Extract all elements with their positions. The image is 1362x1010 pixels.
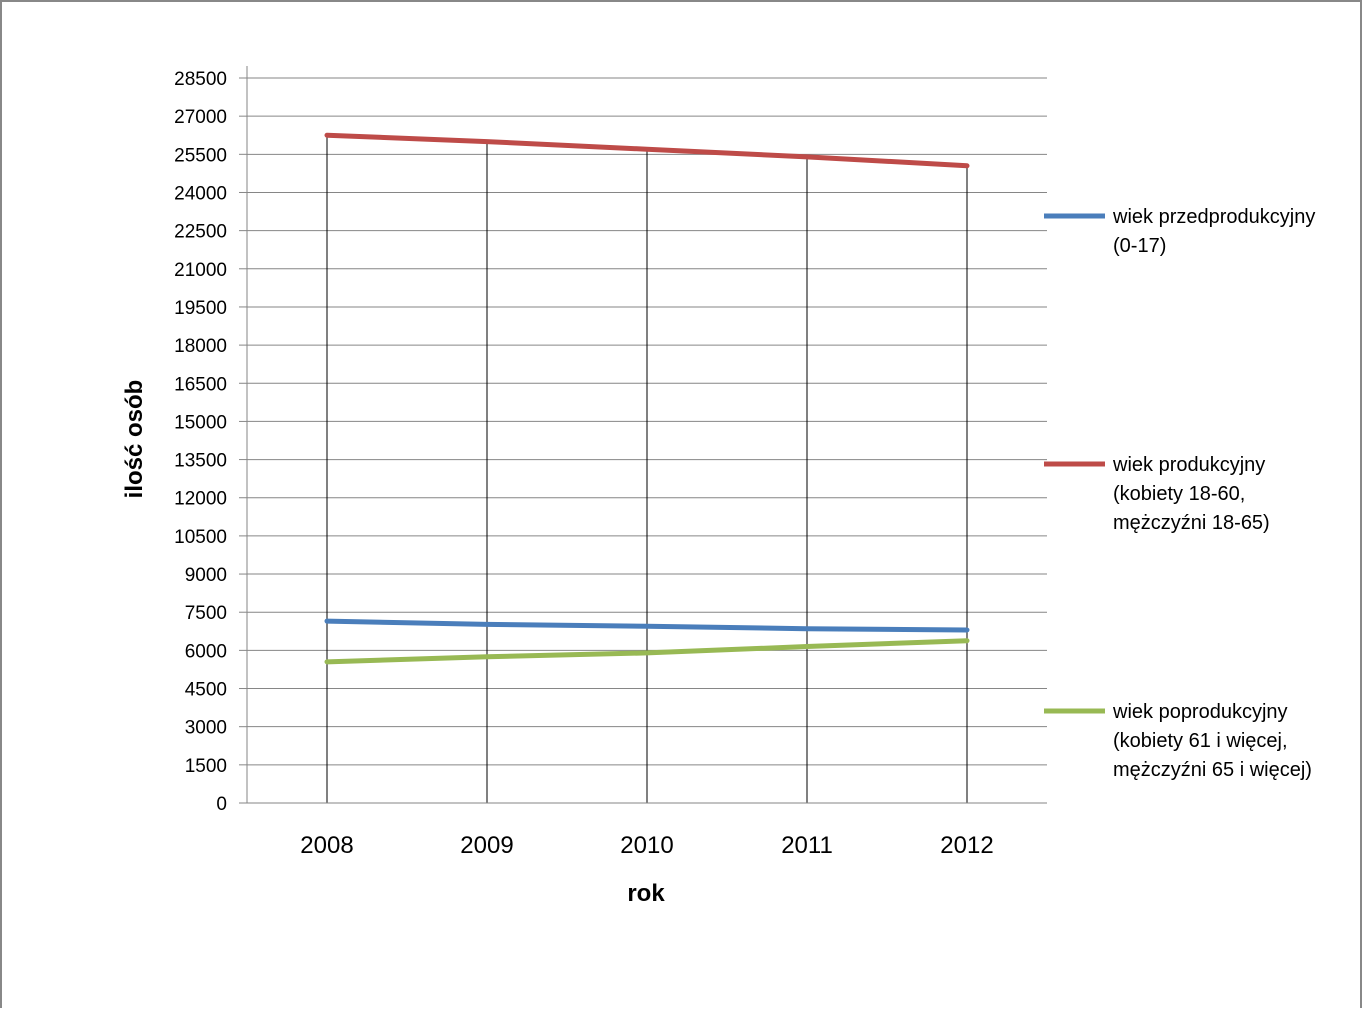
y-tick-labels: 0 1500 3000 4500 6000 7500 9000 10500 12000 13500… — [174, 69, 227, 815]
drop-lines — [326, 135, 968, 803]
y-axis-title: ilość osób — [121, 380, 148, 499]
legend-label: (0-17) — [1113, 235, 1166, 257]
series-lines — [324, 132, 970, 665]
x-tick-label: 2010 — [620, 832, 673, 859]
y-tick-label: 1500 — [185, 756, 227, 777]
y-tick-label: 0 — [216, 794, 227, 815]
y-tick-label: 19500 — [174, 298, 227, 319]
y-tick-label: 4500 — [185, 680, 227, 701]
axes — [246, 66, 1047, 804]
legend-label: mężczyźni 65 i więcej) — [1113, 759, 1312, 781]
legend-label: wiek poprodukcyjny — [1112, 701, 1288, 723]
y-tick-label: 9000 — [185, 565, 227, 586]
legend-label: wiek produkcyjny — [1112, 454, 1265, 476]
series-line-2 — [324, 132, 970, 169]
x-tick-label: 2009 — [460, 832, 513, 859]
x-tick-label: 2008 — [300, 832, 353, 859]
x-axis-title: rok — [627, 880, 665, 907]
series-line-1 — [324, 618, 970, 633]
x-tick-label: 2011 — [781, 832, 833, 859]
series-line-3 — [324, 638, 970, 665]
y-tick-label: 13500 — [174, 451, 227, 472]
legend-label: wiek przedprodukcyjny — [1112, 206, 1315, 228]
legend-label: mężczyźni 18-65) — [1113, 512, 1270, 534]
x-tick-labels: 2008 2009 2010 2011 2012 — [300, 832, 993, 859]
legend-label: (kobiety 61 i więcej, — [1113, 730, 1288, 752]
legend-label: (kobiety 18-60, — [1113, 483, 1245, 505]
y-tick-label: 27000 — [174, 107, 227, 128]
y-tick-label: 6000 — [185, 641, 227, 662]
gridlines — [239, 77, 1047, 804]
y-tick-label: 10500 — [174, 527, 227, 548]
y-tick-label: 22500 — [174, 222, 227, 243]
y-tick-label: 28500 — [174, 69, 227, 90]
y-tick-label: 16500 — [174, 374, 227, 395]
x-tick-label: 2012 — [940, 832, 993, 859]
legend: wiek przedprodukcyjny (0-17) wiek produkcy… — [1044, 206, 1315, 781]
y-tick-label: 24000 — [174, 183, 227, 204]
y-tick-label: 12000 — [174, 489, 227, 510]
y-tick-label: 18000 — [174, 336, 227, 357]
y-tick-label: 7500 — [185, 603, 227, 624]
y-tick-label: 15000 — [174, 412, 227, 433]
y-tick-label: 21000 — [174, 260, 227, 281]
y-tick-label: 25500 — [174, 145, 227, 166]
y-tick-label: 3000 — [185, 718, 227, 739]
